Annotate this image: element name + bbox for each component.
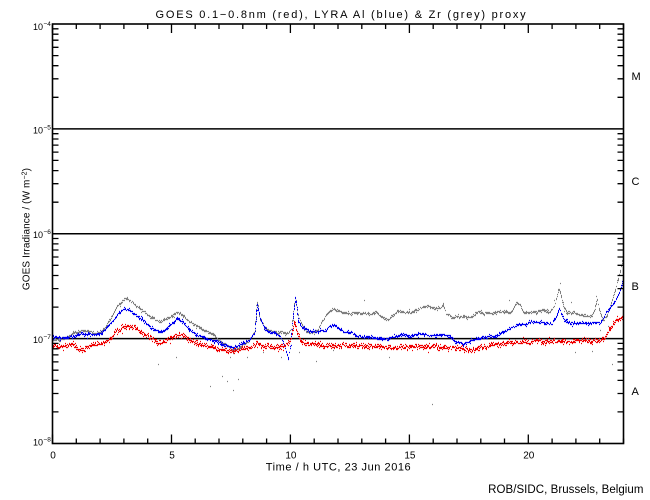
svg-text:C: C <box>632 176 640 188</box>
svg-text:GOES Irradiance / (W m−2): GOES Irradiance / (W m−2) <box>21 168 32 290</box>
svg-text:A: A <box>632 386 640 398</box>
svg-text:15: 15 <box>404 450 416 461</box>
svg-text:GOES 0.1−0.8nm (red), LYRA Al: GOES 0.1−0.8nm (red), LYRA Al (blue) & Z… <box>156 9 528 21</box>
svg-text:Time / h UTC, 23 Jun 2016: Time / h UTC, 23 Jun 2016 <box>266 462 411 474</box>
svg-text:10: 10 <box>285 450 297 461</box>
svg-text:−8: −8 <box>44 437 52 444</box>
svg-text:10: 10 <box>33 335 43 345</box>
svg-text:10: 10 <box>33 438 43 448</box>
svg-text:−4: −4 <box>44 21 52 28</box>
svg-text:10: 10 <box>33 22 43 32</box>
svg-text:B: B <box>632 281 639 293</box>
svg-text:5: 5 <box>169 450 175 461</box>
svg-text:−6: −6 <box>44 229 52 236</box>
svg-text:−7: −7 <box>44 334 52 341</box>
svg-text:M: M <box>632 71 641 83</box>
svg-text:20: 20 <box>523 450 535 461</box>
svg-text:−5: −5 <box>44 124 52 131</box>
svg-text:10: 10 <box>33 125 43 135</box>
svg-text:ROB/SIDC, Brussels, Belgium: ROB/SIDC, Brussels, Belgium <box>488 484 643 496</box>
svg-text:10: 10 <box>33 230 43 240</box>
svg-text:0: 0 <box>50 450 56 461</box>
